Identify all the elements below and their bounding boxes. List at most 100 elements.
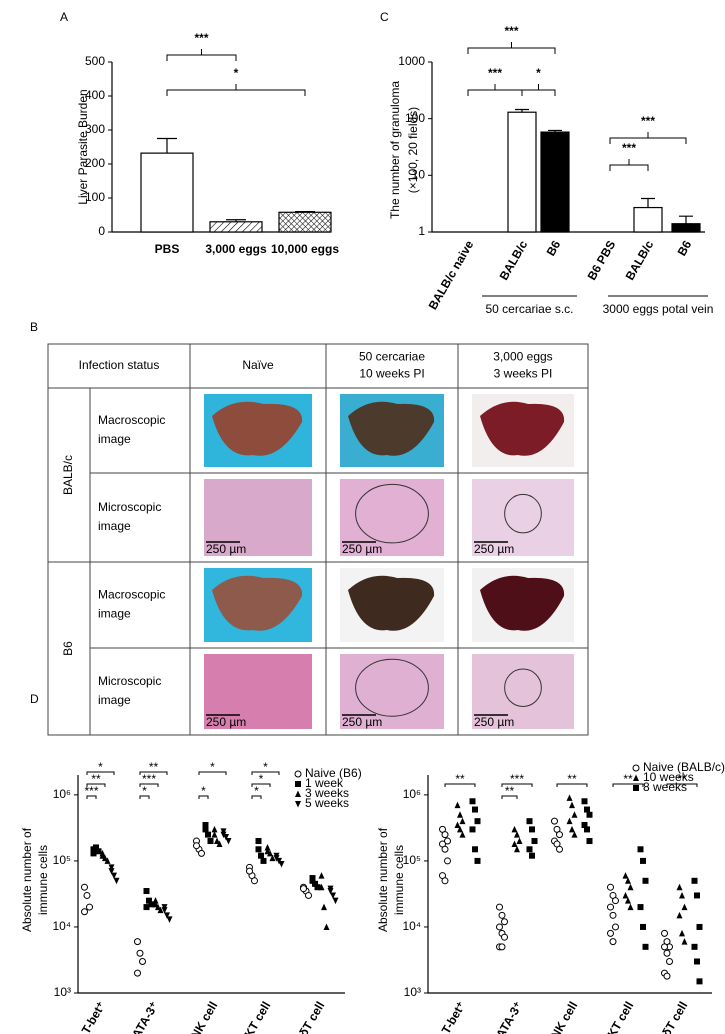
- point: [609, 938, 617, 946]
- significance-label: ***: [488, 66, 502, 80]
- row-label: Microscopic: [98, 500, 161, 514]
- point: [642, 943, 649, 950]
- point: [93, 844, 99, 851]
- point: [444, 837, 451, 845]
- table-header: Infection status: [79, 358, 160, 372]
- panel-letter: A: [60, 10, 68, 24]
- table-frame: [47, 343, 589, 736]
- significance-bracket: [467, 42, 556, 54]
- point: [255, 838, 262, 845]
- x-tick-label: B6: [544, 238, 564, 259]
- legend-label: 1 week: [305, 776, 344, 790]
- y-tick-label: 10⁶: [403, 787, 421, 801]
- significance-bracket: [501, 795, 518, 799]
- point: [516, 837, 523, 845]
- significance-bracket: [86, 783, 106, 787]
- row-label: Macroscopic: [98, 413, 165, 427]
- point: [640, 857, 646, 864]
- point: [679, 891, 685, 899]
- significance-label: ***: [84, 784, 98, 798]
- x-tick-label: CD4⁺ GATA-3⁺: [108, 999, 162, 1034]
- y-tick-label: 10³: [404, 985, 421, 999]
- point: [566, 817, 573, 825]
- scale-bar-label: 250 µm: [474, 542, 514, 556]
- legend-marker: [295, 781, 301, 787]
- error-bar: [548, 129, 562, 133]
- point: [143, 904, 150, 911]
- point: [108, 868, 115, 875]
- point: [321, 903, 327, 911]
- point: [161, 907, 168, 914]
- liver-shape: [480, 575, 565, 631]
- point: [622, 872, 629, 879]
- legend-marker: [633, 774, 639, 781]
- microscopic-image: [204, 479, 312, 556]
- y-tick-label: 500: [85, 54, 105, 68]
- point: [571, 811, 578, 818]
- significance-label: **: [505, 784, 515, 798]
- y-axis-label: The number of granuloma: [388, 81, 402, 219]
- point: [457, 825, 463, 833]
- point: [164, 912, 170, 919]
- error-bar: [157, 137, 177, 154]
- panel-letter: C: [380, 10, 389, 24]
- row-label: image: [98, 693, 131, 707]
- point: [498, 911, 506, 919]
- x-tick-label: NKT cell: [237, 999, 273, 1034]
- point: [318, 883, 325, 891]
- point: [627, 883, 634, 891]
- table-header: 3,000 eggs: [493, 350, 552, 364]
- significance-bracket: [166, 49, 237, 61]
- microscopic-image: [204, 654, 312, 729]
- point: [312, 880, 318, 887]
- significance-label: **: [677, 772, 687, 786]
- table-header: 50 cercariae: [359, 350, 425, 364]
- significance-label: **: [455, 772, 465, 786]
- significance-label: *: [259, 772, 264, 786]
- y-tick-label: 200: [85, 156, 105, 170]
- point: [581, 821, 588, 828]
- point: [501, 933, 508, 941]
- point: [511, 840, 518, 848]
- bar: [278, 211, 332, 233]
- y-axis-label: immune cells: [36, 845, 50, 915]
- point: [441, 845, 449, 853]
- legend-marker: [295, 801, 301, 808]
- panel-letter: B: [30, 320, 38, 334]
- point: [612, 897, 619, 905]
- table-header: 10 weeks PI: [359, 367, 424, 381]
- point: [214, 837, 220, 845]
- liver-shape: [212, 575, 303, 631]
- point: [264, 843, 271, 851]
- significance-label: ***: [622, 141, 636, 155]
- table-header: Naïve: [242, 358, 274, 372]
- point: [679, 929, 685, 937]
- point: [498, 943, 506, 951]
- bar: [633, 206, 663, 233]
- point: [529, 826, 535, 833]
- x-tick-label: 10,000 eggs: [271, 242, 339, 256]
- significance-label: *: [254, 784, 259, 798]
- significance-label: *: [536, 66, 541, 80]
- point: [551, 817, 558, 825]
- point: [211, 831, 218, 838]
- strain-label: B6: [61, 641, 75, 656]
- point: [444, 857, 451, 865]
- x-tick-label: CD4⁺ T-bet⁺: [422, 999, 468, 1034]
- point: [612, 923, 619, 931]
- significance-bracket: [139, 795, 150, 799]
- point: [104, 857, 111, 864]
- scale-bar-label: 250 µm: [206, 715, 246, 729]
- significance-label: *: [210, 760, 215, 774]
- significance-label: **: [567, 772, 577, 786]
- point: [526, 846, 533, 853]
- point: [607, 903, 614, 911]
- error-bar: [226, 219, 246, 222]
- point: [441, 831, 449, 839]
- legend-marker: [295, 790, 301, 797]
- point: [661, 943, 668, 951]
- significance-bracket: [612, 783, 644, 787]
- point: [99, 852, 106, 859]
- point: [90, 850, 97, 857]
- point: [661, 929, 668, 937]
